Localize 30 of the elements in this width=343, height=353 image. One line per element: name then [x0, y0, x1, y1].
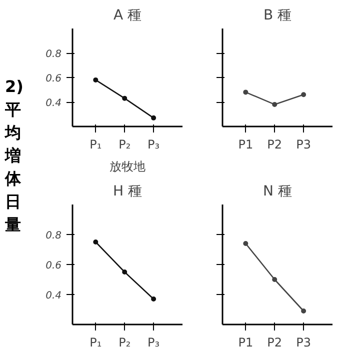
chart-title: N 種	[263, 184, 292, 200]
chart-title: B 種	[263, 8, 292, 24]
x-tick-label: P1	[238, 336, 254, 350]
y-axis-title: 2) 平均増体日量	[5, 76, 24, 236]
y-tick-label: 0.6	[46, 260, 62, 272]
y-tick-label: 0.4	[46, 290, 62, 302]
x-tick-label: P₂	[118, 336, 131, 350]
x-tick-label: P₁	[90, 138, 102, 152]
point	[93, 240, 98, 244]
point	[122, 270, 128, 274]
chart-title: A 種	[113, 8, 142, 24]
y-tick-label: 0.8	[46, 49, 62, 60]
x-tick-label: P2	[267, 336, 282, 350]
x-tick-label: P1	[238, 138, 254, 152]
x-tick-label: P3	[296, 336, 311, 350]
x-tick-label: P₃	[148, 138, 160, 152]
chart-title: H 種	[113, 184, 142, 200]
y-tick-label: 0.6	[46, 74, 62, 84]
x-axis-title: 放牧地	[110, 160, 146, 174]
x-tick-label: P2	[267, 138, 282, 152]
x-tick-label: P3	[296, 138, 311, 152]
y-tick-label: 0.8	[46, 230, 62, 242]
point	[93, 77, 98, 82]
x-tick-label: P₁	[90, 336, 102, 350]
x-tick-label: P₃	[148, 336, 160, 350]
x-tick-label: P₂	[118, 138, 131, 152]
point	[122, 96, 128, 101]
point	[151, 115, 156, 120]
point	[151, 296, 156, 302]
y-tick-label: 0.4	[46, 98, 62, 109]
